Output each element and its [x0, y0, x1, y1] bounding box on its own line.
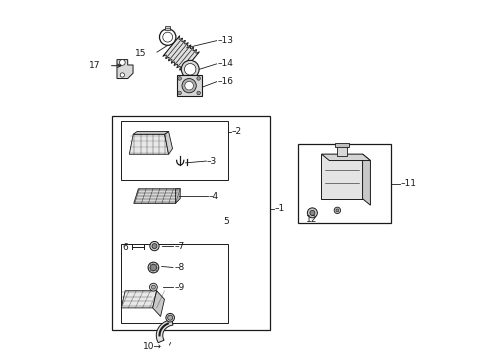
Polygon shape [175, 189, 180, 203]
Text: 17: 17 [89, 61, 101, 70]
Circle shape [309, 210, 314, 215]
Circle shape [151, 285, 155, 289]
Circle shape [149, 242, 159, 251]
Bar [335, 143, 348, 147]
Circle shape [148, 262, 159, 273]
Polygon shape [152, 291, 164, 316]
Circle shape [184, 64, 196, 75]
Circle shape [152, 244, 157, 249]
Text: –4: –4 [208, 192, 219, 201]
Polygon shape [164, 131, 172, 154]
Circle shape [333, 207, 340, 213]
Polygon shape [117, 60, 133, 78]
Text: –3: –3 [206, 157, 217, 166]
Circle shape [307, 208, 317, 218]
Circle shape [197, 77, 200, 80]
Circle shape [120, 73, 124, 77]
Text: –9: –9 [174, 283, 184, 292]
Circle shape [178, 91, 181, 95]
Text: 5: 5 [223, 217, 228, 226]
Circle shape [119, 60, 125, 65]
Text: 6: 6 [122, 243, 128, 252]
Circle shape [178, 77, 181, 80]
Bar [121, 244, 228, 323]
Circle shape [165, 314, 174, 322]
Polygon shape [133, 131, 168, 134]
Text: –13: –13 [217, 36, 233, 45]
Text: –7: –7 [174, 242, 184, 251]
Circle shape [181, 60, 199, 78]
Text: –8: –8 [174, 263, 184, 272]
Text: –1: –1 [274, 204, 285, 213]
Text: 15: 15 [135, 49, 146, 58]
Bar [336, 145, 346, 156]
Circle shape [149, 283, 157, 291]
Bar [121, 121, 228, 180]
Text: –11: –11 [400, 179, 416, 188]
Text: –2: –2 [231, 127, 241, 136]
Circle shape [182, 78, 196, 93]
Text: –16: –16 [217, 77, 233, 86]
Polygon shape [362, 154, 370, 205]
Circle shape [184, 81, 193, 90]
Polygon shape [121, 291, 156, 308]
Bar [112, 116, 269, 330]
Text: 10→: 10→ [143, 342, 162, 351]
Bar [165, 26, 170, 30]
Circle shape [335, 209, 338, 212]
Polygon shape [156, 320, 173, 343]
Circle shape [197, 91, 200, 95]
Polygon shape [134, 189, 180, 203]
Bar [321, 154, 362, 199]
Circle shape [167, 315, 172, 320]
Bar [298, 144, 390, 223]
Polygon shape [163, 36, 199, 72]
Circle shape [150, 264, 156, 271]
Bar [176, 75, 201, 96]
Polygon shape [129, 134, 168, 154]
Text: 12: 12 [305, 215, 317, 224]
Text: –14: –14 [217, 59, 233, 68]
Polygon shape [321, 154, 370, 161]
